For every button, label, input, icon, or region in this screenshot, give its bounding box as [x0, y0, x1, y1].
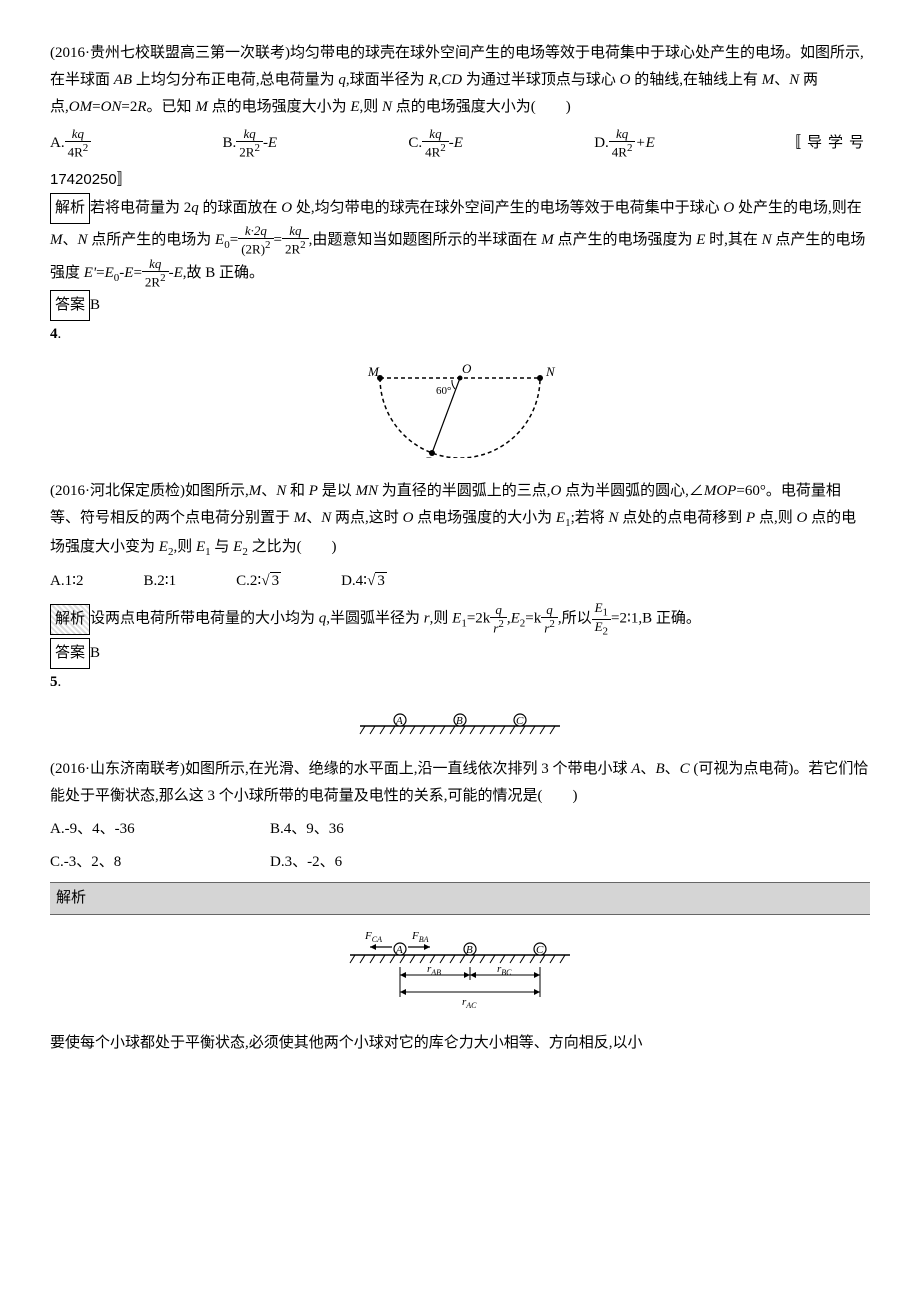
- q5-options-row2: C.-3、2、8 D.3、-2、6: [50, 849, 870, 876]
- q4-answer: 答案B: [50, 638, 870, 669]
- svg-text:N: N: [545, 364, 556, 379]
- q3-option-a: A.kq4R2: [50, 127, 91, 160]
- q3-option-d: D.kq4R2+E: [594, 127, 655, 160]
- q3-stem: (2016·贵州七校联盟高三第一次联考)均匀带电的球壳在球外空间产生的电场等效于…: [50, 40, 870, 121]
- q3-answer: 答案B: [50, 290, 870, 321]
- svg-text:60°: 60°: [436, 385, 451, 397]
- jiexi-label: 解析: [50, 193, 90, 224]
- q3-option-c: C.kq4R2-E: [408, 127, 463, 160]
- ans-label: 答案: [50, 290, 90, 321]
- jiexi-label: 解析: [50, 604, 90, 635]
- q4-number: 4.: [50, 321, 870, 348]
- svg-text:rBC: rBC: [497, 963, 512, 977]
- q4-stem: (2016·河北保定质检)如图所示,M、N 和 P 是以 MN 为直径的半圆弧上…: [50, 478, 870, 563]
- svg-text:A: A: [395, 944, 403, 956]
- svg-text:FCA: FCA: [364, 930, 382, 944]
- q5-analysis: 要使每个小球都处于平衡状态,必须使其他两个小球对它的库仑力大小相等、方向相反,以…: [50, 1030, 870, 1057]
- q5-figure-2: A B C FCA FBA rAB rBC rAC: [50, 925, 870, 1020]
- q4-option-d: D.4∶√3: [341, 568, 387, 595]
- svg-text:A: A: [395, 715, 403, 727]
- q4-option-a: A.1∶2: [50, 568, 84, 595]
- q3-options: A.kq4R2 B.kq2R2-E C.kq4R2-E D.kq4R2+E 〚导…: [50, 127, 870, 160]
- q5-option-d: D.3、-2、6: [270, 849, 342, 876]
- svg-text:B: B: [466, 944, 473, 956]
- svg-text:rAB: rAB: [427, 963, 441, 977]
- q5-stem: (2016·山东济南联考)如图所示,在光滑、绝缘的水平面上,沿一直线依次排列 3…: [50, 756, 870, 810]
- ans-label: 答案: [50, 638, 90, 669]
- svg-text:C: C: [516, 715, 524, 727]
- q5-option-b: B.4、9、36: [270, 816, 344, 843]
- q4-option-b: B.2∶1: [144, 568, 177, 595]
- svg-text:B: B: [456, 715, 463, 727]
- q5-number: 5.: [50, 669, 870, 696]
- q4-figure: M O N P 60°: [50, 358, 870, 468]
- svg-text:P: P: [424, 454, 433, 458]
- q5-options-row1: A.-9、4、-36 B.4、9、36: [50, 816, 870, 843]
- q3-option-b: B.kq2R2-E: [223, 127, 278, 160]
- q5-option-c: C.-3、2、8: [50, 849, 230, 876]
- svg-text:C: C: [536, 944, 544, 956]
- q3-analysis: 解析若将电荷量为 2q 的球面放在 O 处,均匀带电的球壳在球外空间产生的电场等…: [50, 193, 870, 290]
- q4-options: A.1∶2 B.2∶1 C.2∶√3 D.4∶√3: [50, 568, 870, 595]
- q4-analysis: 解析设两点电荷所带电荷量的大小均为 q,半圆弧半径为 r,则 E1=2kqr2,…: [50, 601, 870, 637]
- svg-text:FBA: FBA: [411, 930, 429, 944]
- q5-jiexi-banner: 解析: [50, 882, 870, 915]
- daoxue-label: 〚导学号: [786, 130, 870, 157]
- svg-text:O: O: [462, 361, 472, 376]
- q5-figure-1: A B C: [50, 706, 870, 746]
- daoxue-number: 17420250〛: [50, 166, 870, 193]
- svg-text:rAC: rAC: [462, 996, 477, 1010]
- q4-option-c: C.2∶√3: [236, 568, 281, 595]
- svg-text:M: M: [367, 364, 380, 379]
- q5-option-a: A.-9、4、-36: [50, 816, 230, 843]
